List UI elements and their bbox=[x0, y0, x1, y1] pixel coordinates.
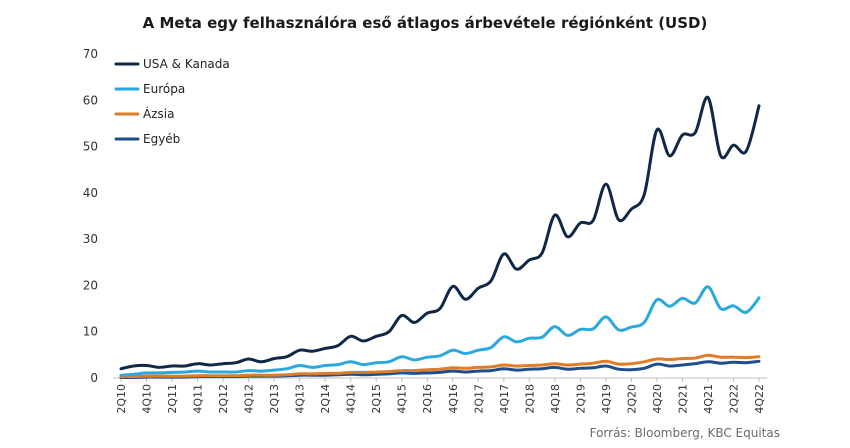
x-tick-label: 4Q12 bbox=[243, 384, 256, 414]
x-tick-label: 4Q14 bbox=[345, 384, 358, 414]
x-tick-label: 4Q15 bbox=[396, 384, 409, 414]
x-axis: 2Q10 4Q10 2Q11 4Q11 2Q12 4Q12 2Q13 4Q13 2Q14 4Q14… bbox=[113, 377, 767, 414]
source-note: Forrás: Bloomberg, KBC Equitas bbox=[589, 426, 780, 440]
x-tick-label: 2Q12 bbox=[217, 384, 230, 414]
x-tick-label: 4Q10 bbox=[141, 384, 154, 414]
series-line-usa-kanada bbox=[119, 95, 761, 371]
legend-label: Európa bbox=[143, 82, 185, 96]
y-axis: 0 10 20 30 40 50 60 70 bbox=[83, 47, 98, 385]
legend-label: Egyéb bbox=[143, 132, 180, 146]
x-tick-label: 2Q13 bbox=[268, 384, 281, 414]
series-layer bbox=[119, 95, 761, 380]
series-line-zsia bbox=[119, 353, 761, 379]
x-tick-label: 4Q22 bbox=[753, 384, 766, 414]
y-tick-label: 50 bbox=[83, 140, 98, 154]
y-tick-label: 0 bbox=[90, 371, 98, 385]
x-tick-label: 4Q21 bbox=[702, 384, 715, 414]
x-tick-label: 2Q11 bbox=[166, 384, 179, 414]
x-tick-label: 4Q19 bbox=[600, 384, 613, 414]
y-tick-label: 20 bbox=[83, 278, 98, 292]
x-tick-label: 2Q19 bbox=[574, 384, 587, 414]
x-tick-label: 4Q17 bbox=[498, 384, 511, 414]
x-tick-label: 2Q18 bbox=[523, 384, 536, 414]
x-tick-label: 2Q10 bbox=[115, 384, 128, 414]
chart-title: A Meta egy felhasználóra eső átlagos árb… bbox=[142, 14, 708, 32]
x-tick-label: 2Q14 bbox=[319, 384, 332, 414]
legend-label: USA & Kanada bbox=[143, 57, 230, 71]
y-tick-label: 10 bbox=[83, 325, 98, 339]
legend: USA & Kanada Európa Ázsia Egyéb bbox=[114, 57, 230, 146]
x-tick-label: 2Q22 bbox=[727, 384, 740, 414]
x-tick-label: 2Q16 bbox=[421, 384, 434, 414]
y-tick-label: 40 bbox=[83, 186, 98, 200]
x-tick-label: 4Q18 bbox=[549, 384, 562, 414]
x-tick-label: 2Q15 bbox=[370, 384, 383, 414]
series-line-eur-pa bbox=[119, 285, 761, 377]
x-tick-label: 2Q21 bbox=[676, 384, 689, 414]
x-tick-label: 4Q13 bbox=[294, 384, 307, 414]
x-tick-label: 4Q16 bbox=[447, 384, 460, 414]
y-tick-label: 70 bbox=[83, 47, 98, 61]
x-tick-label: 4Q20 bbox=[651, 384, 664, 414]
x-tick-label: 4Q11 bbox=[192, 384, 205, 414]
x-tick-label: 2Q20 bbox=[625, 384, 638, 414]
y-tick-label: 30 bbox=[83, 232, 98, 246]
x-tick-label: 2Q17 bbox=[472, 384, 485, 414]
legend-label: Ázsia bbox=[143, 106, 174, 121]
y-tick-label: 60 bbox=[83, 93, 98, 107]
